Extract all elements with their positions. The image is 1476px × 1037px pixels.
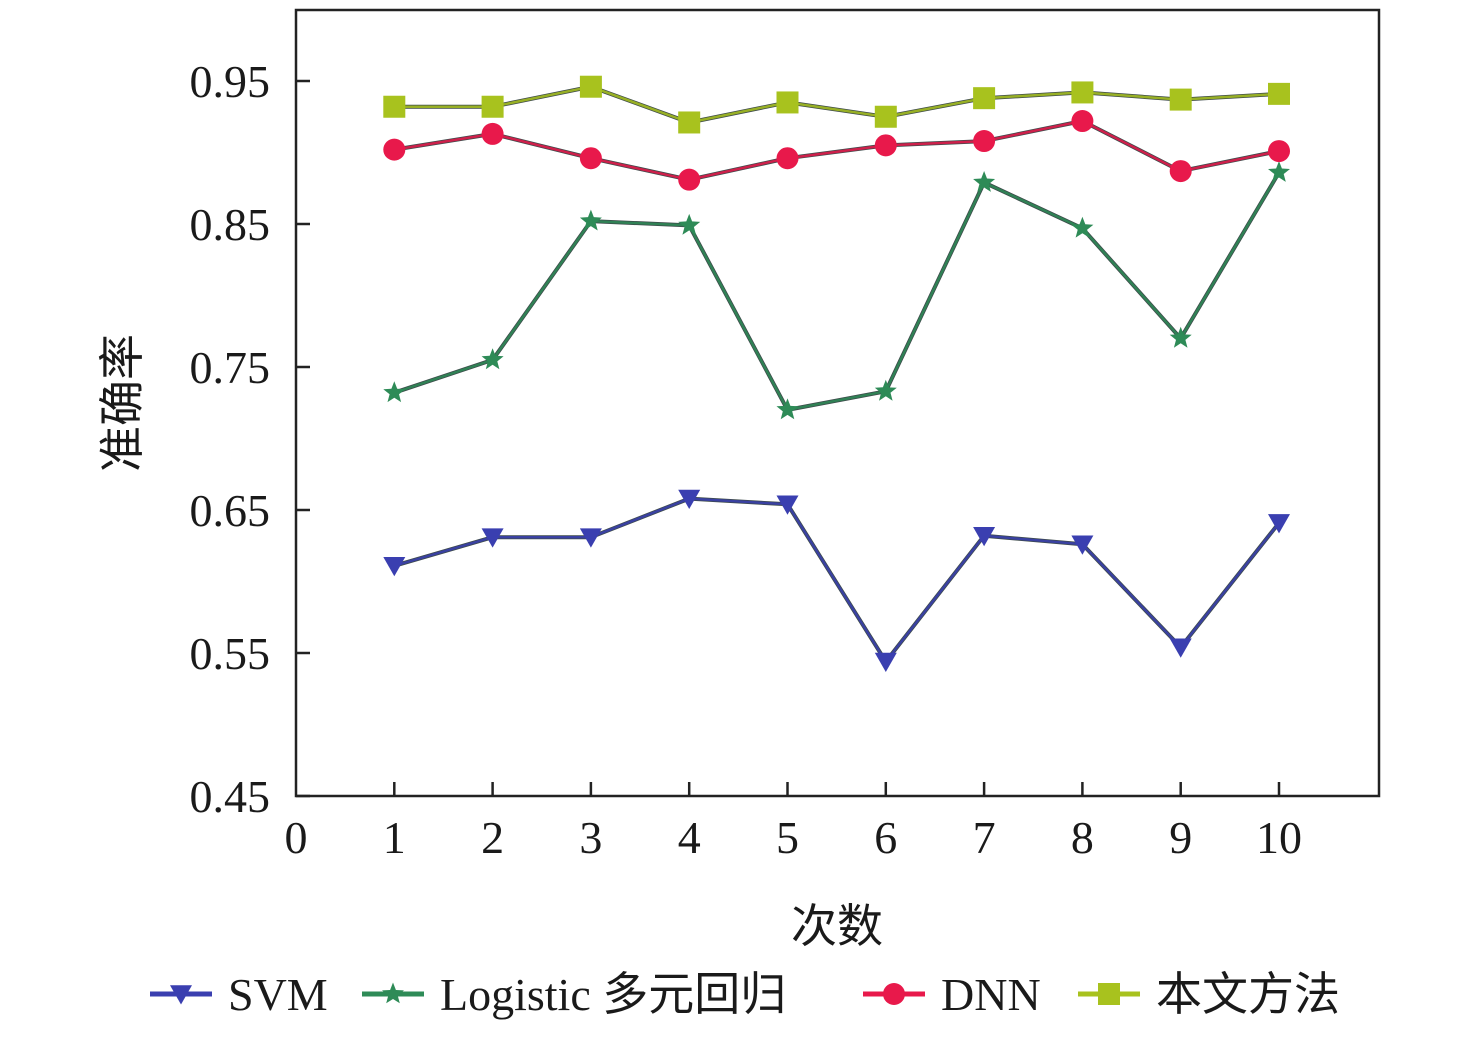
data-point: [776, 398, 799, 420]
x-tick-label: 1: [383, 812, 406, 863]
legend-label: SVM: [228, 969, 328, 1020]
y-axis: 0.45 0.55 0.65 0.75 0.85 0.95: [190, 56, 310, 822]
data-point: [1268, 140, 1290, 163]
x-tick-label: 9: [1169, 812, 1192, 863]
data-point: [1169, 638, 1192, 658]
data-point: [874, 652, 897, 673]
legend-label: DNN: [941, 969, 1041, 1020]
x-tick-label: 10: [1256, 812, 1302, 863]
series-line: [394, 119, 1280, 181]
y-tick-label: 0.75: [190, 342, 271, 393]
data-point: [383, 556, 406, 577]
y-tick-label: 0.95: [190, 56, 271, 107]
x-tick-label: 0: [285, 812, 308, 863]
legend-marker: [382, 982, 404, 1004]
data-point: [1169, 160, 1192, 183]
data-point: [1071, 110, 1094, 133]
data-point: [973, 526, 996, 547]
series-line: [394, 85, 1280, 124]
data-point: [1268, 514, 1290, 534]
data-point: [481, 95, 504, 118]
x-tick-label: 5: [776, 812, 799, 863]
y-tick-label: 0.45: [190, 771, 271, 822]
legend-label: Logistic 多元回归: [440, 969, 786, 1020]
data-point: [383, 381, 406, 403]
data-point: [973, 87, 996, 110]
y-tick-label: 0.85: [190, 199, 271, 250]
data-point: [1169, 326, 1192, 348]
series-lines: [393, 84, 1281, 664]
series-markers: [383, 75, 1290, 673]
data-point: [776, 495, 799, 515]
data-point: [874, 134, 897, 157]
data-point: [579, 75, 602, 98]
data-point: [1071, 535, 1094, 555]
data-point: [579, 147, 602, 170]
data-point: [1071, 81, 1094, 104]
data-point: [1268, 82, 1290, 105]
data-point: [678, 489, 701, 510]
legend: SVM Logistic 多元回归 DNN 本文方法: [150, 969, 1340, 1020]
series-line: [393, 171, 1281, 412]
data-point: [481, 122, 504, 145]
data-point: [481, 348, 504, 370]
plot-frame: [294, 8, 1381, 798]
data-point: [481, 528, 504, 548]
data-point: [678, 168, 701, 191]
data-point: [579, 209, 602, 231]
data-point: [678, 213, 701, 235]
legend-marker: [1098, 983, 1120, 1005]
data-point: [776, 147, 799, 170]
x-tick-label: 2: [481, 812, 504, 863]
data-point: [776, 91, 799, 114]
y-tick-label: 0.55: [190, 628, 271, 679]
x-axis: 0 1 2 3 4 5 6 7 8 9 10: [285, 782, 1302, 863]
x-tick-label: 8: [1071, 812, 1094, 863]
series-line-shadow: [393, 171, 1281, 412]
series-line-shadow: [394, 84, 1280, 125]
legend-label: 本文方法: [1156, 969, 1340, 1020]
data-point: [1071, 216, 1094, 238]
data-point: [383, 95, 406, 118]
data-point: [874, 105, 897, 128]
legend-marker: [883, 983, 905, 1005]
series-line: [393, 497, 1280, 663]
data-point: [383, 138, 406, 161]
y-tick-label: 0.65: [190, 485, 271, 536]
data-point: [1169, 88, 1192, 111]
x-axis-title: 次数: [791, 901, 883, 952]
x-tick-label: 7: [973, 812, 996, 863]
y-axis-title: 准确率: [97, 334, 148, 472]
x-tick-label: 6: [874, 812, 897, 863]
x-tick-label: 3: [579, 812, 602, 863]
data-point: [579, 528, 602, 548]
series-line-shadow: [393, 496, 1281, 664]
x-tick-label: 4: [678, 812, 701, 863]
data-point: [1268, 161, 1290, 182]
data-point: [973, 171, 996, 192]
data-point: [678, 111, 701, 134]
data-point: [874, 379, 897, 401]
legend-marker: [170, 985, 192, 1005]
series-line-shadow: [393, 119, 1280, 182]
data-point: [973, 130, 996, 153]
